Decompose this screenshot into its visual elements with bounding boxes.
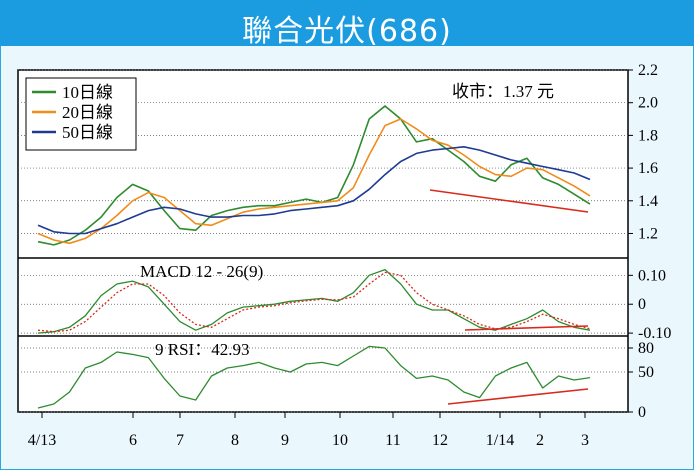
y-tick-label: 2.0 (638, 95, 658, 112)
macd-trendline (464, 325, 589, 331)
x-tick-label: 11 (385, 432, 400, 449)
y-tick-label: 1.2 (638, 225, 658, 242)
y-tick-label: 0.10 (638, 267, 666, 284)
series-line (37, 118, 591, 245)
title-bar: 聯合光伏(686) (0, 0, 694, 49)
rsi-label: 9 RSI：42.93 (155, 340, 249, 359)
legend-label: 50日線 (62, 123, 113, 142)
x-tick-label: 1/14 (486, 432, 514, 449)
y-tick-label: 50 (638, 364, 654, 381)
x-tick-label: 3 (581, 432, 589, 449)
x-tick-label: 9 (281, 432, 289, 449)
y-tick-label: 1.6 (638, 160, 658, 177)
y-tick-label: 0 (638, 296, 646, 313)
close-annotation: 收市：1.37 元 (452, 82, 554, 101)
x-tick-label: 6 (129, 432, 137, 449)
y-tick-label: 0 (638, 404, 646, 421)
y-tick-label: 1.4 (638, 193, 658, 210)
y-tick-label: -0.10 (638, 325, 671, 342)
rsi-trendline (447, 388, 589, 405)
price-trendline (429, 189, 589, 213)
series-line (37, 146, 591, 235)
legend-label: 20日線 (62, 103, 113, 122)
chart-title: 聯合光伏(686) (242, 14, 452, 49)
x-tick-label: 2 (536, 432, 544, 449)
x-tick-label: 4/13 (28, 432, 56, 449)
x-tick-label: 12 (432, 432, 448, 449)
x-tick-label: 8 (231, 432, 239, 449)
y-tick-label: 1.8 (638, 127, 658, 144)
y-tick-label: 2.2 (638, 62, 658, 79)
series-line (37, 105, 591, 246)
series-line (37, 345, 591, 409)
x-tick-label: 7 (176, 432, 184, 449)
legend-label: 10日線 (62, 83, 113, 102)
y-tick-label: 80 (638, 340, 654, 357)
plot-background (17, 69, 629, 413)
x-tick-label: 10 (332, 432, 348, 449)
macd-label: MACD 12 - 26(9) (140, 262, 263, 281)
